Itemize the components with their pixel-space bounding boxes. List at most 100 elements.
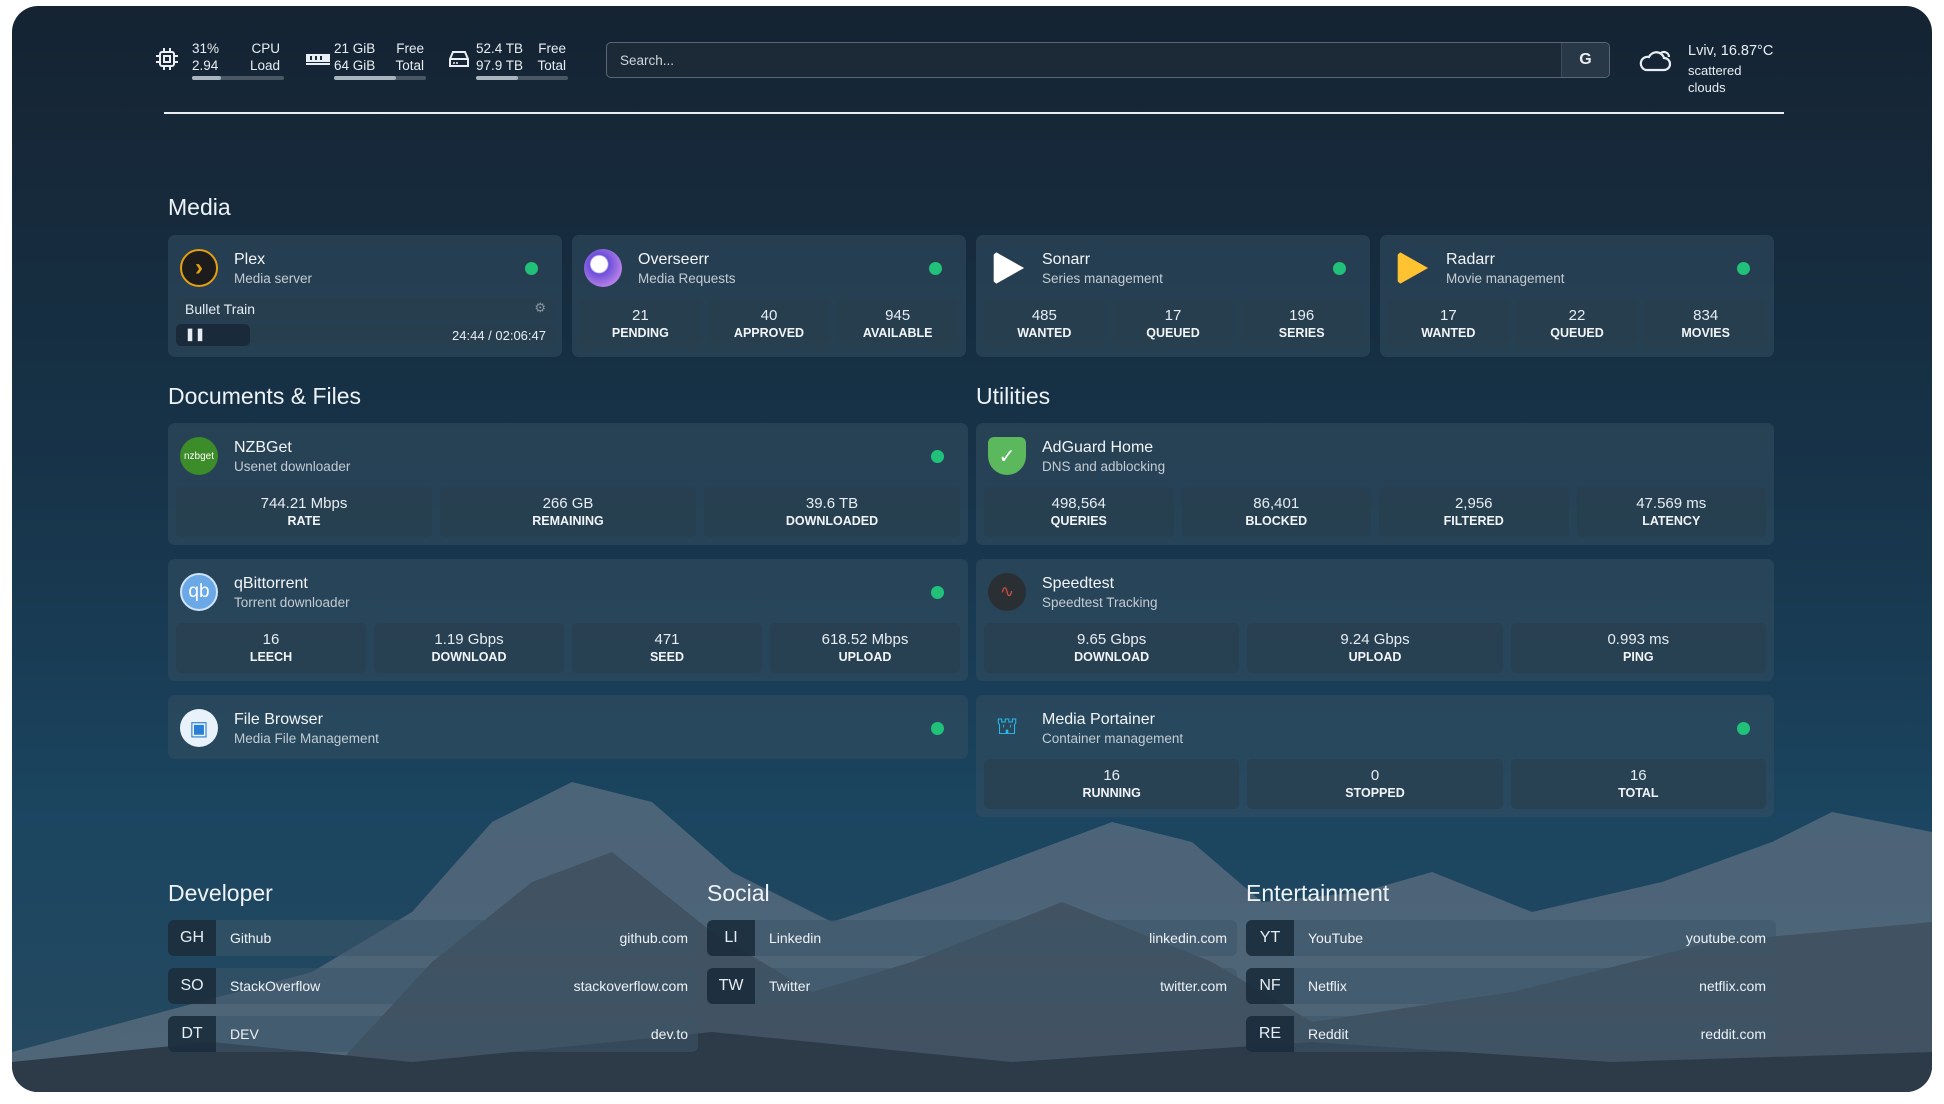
stat-label: RUNNING	[1082, 786, 1141, 800]
link-youtube[interactable]: YT YouTube youtube.com	[1246, 920, 1776, 956]
memory-stat: 21 GiB 64 GiB Free Total	[334, 40, 424, 74]
link-reddit[interactable]: RE Reddit reddit.com	[1246, 1016, 1776, 1052]
card-subtitle: Media File Management	[234, 731, 379, 746]
link-stackoverflow[interactable]: SO StackOverflow stackoverflow.com	[168, 968, 698, 1004]
stat-value: 0	[1370, 767, 1380, 784]
stat-block: 86,401 BLOCKED	[1181, 487, 1371, 537]
total-label: Total	[537, 58, 566, 73]
status-dot	[931, 450, 944, 463]
stat-value: 39.6 TB	[805, 495, 859, 512]
cpu-percent: 31%	[192, 41, 220, 56]
stat-label: BLOCKED	[1245, 514, 1308, 528]
stat-label: LATENCY	[1642, 514, 1701, 528]
stat-block: 196 SERIES	[1241, 299, 1363, 349]
card-subtitle: Usenet downloader	[234, 459, 351, 474]
stat-value: 17	[1439, 307, 1457, 324]
speedtest-pulse-icon: ∿	[988, 573, 1026, 611]
stat-block: 0.993 ms PING	[1510, 623, 1766, 673]
stat-label: TOTAL	[1618, 786, 1659, 800]
load-label: Load	[249, 58, 280, 73]
stat-value: 22	[1568, 307, 1586, 324]
card-title: Media Portainer	[1042, 711, 1155, 728]
card-title: NZBGet	[234, 439, 292, 456]
nzbget-icon: nzbget	[180, 437, 218, 475]
nzbget-card[interactable]: nzbget NZBGet Usenet downloader 744.21 Mbps…	[168, 423, 968, 545]
stat-value: 16	[1103, 767, 1120, 784]
stat-value: 266 GB	[542, 495, 594, 512]
qbittorrent-card[interactable]: qb qBittorrent Torrent downloader 16 LEECH 1.…	[168, 559, 968, 681]
memory-free: 21 GiB	[334, 41, 376, 56]
settings-icon[interactable]: ⚙	[534, 300, 546, 315]
stat-block: 618.52 Mbps UPLOAD	[770, 623, 960, 673]
memory-bar	[334, 76, 426, 80]
card-subtitle: Container management	[1042, 731, 1184, 746]
stat-block: 22 QUEUED	[1516, 299, 1638, 349]
status-dot	[929, 262, 942, 275]
disk-total: 97.9 TB	[476, 58, 524, 73]
link-url: stackoverflow.com	[573, 978, 688, 994]
search-bar: G	[606, 42, 1610, 78]
link-url: dev.to	[650, 1026, 688, 1042]
stats-row: 21 PENDING 40 APPROVED 945 AVAILABLE	[580, 299, 959, 349]
stat-label: RATE	[287, 514, 321, 528]
link-abbreviation: TW	[707, 968, 755, 1004]
filebrowser-card[interactable]: ▣ File Browser Media File Management	[168, 695, 968, 759]
stat-block: 17 QUEUED	[1112, 299, 1234, 349]
free-label: Free	[538, 41, 566, 56]
stat-label: UPLOAD	[838, 650, 892, 664]
link-abbreviation: SO	[168, 968, 216, 1004]
status-dot	[1737, 722, 1750, 735]
stat-value: 21	[631, 307, 649, 324]
link-name: Twitter	[769, 978, 811, 994]
now-playing-title: Bullet Train	[185, 301, 256, 317]
link-github[interactable]: GH Github github.com	[168, 920, 698, 956]
pause-icon[interactable]: ❚❚	[185, 327, 206, 341]
stat-value: 16	[262, 631, 280, 648]
link-twitter[interactable]: TW Twitter twitter.com	[707, 968, 1237, 1004]
section-utilities: Utilities	[976, 383, 1051, 409]
card-title: Radarr	[1446, 251, 1495, 268]
status-dot	[931, 586, 944, 599]
stat-block: 16 LEECH	[176, 623, 366, 673]
speedtest-card[interactable]: ∿ Speedtest Speedtest Tracking 9.65 Gbps DOW…	[976, 559, 1774, 681]
stat-value: 9.24 Gbps	[1340, 631, 1410, 648]
radarr-card[interactable]: Radarr Movie management 17 WANTED 22 QUEUED 83…	[1380, 235, 1774, 357]
link-abbreviation: LI	[707, 920, 755, 956]
link-abbreviation: DT	[168, 1016, 216, 1052]
link-netflix[interactable]: NF Netflix netflix.com	[1246, 968, 1776, 1004]
link-abbreviation: GH	[168, 920, 216, 956]
sonarr-card[interactable]: Sonarr Series management 485 WANTED 17 QUEUED…	[976, 235, 1370, 357]
stat-label: SERIES	[1278, 326, 1325, 340]
sonarr-icon	[993, 250, 1025, 286]
overseerr-card[interactable]: Overseerr Media Requests 21 PENDING 40 APPROV…	[572, 235, 966, 357]
card-title: qBittorrent	[234, 575, 308, 592]
link-dev[interactable]: DT DEV dev.to	[168, 1016, 698, 1052]
card-title: File Browser	[234, 711, 323, 728]
card-title: Overseerr	[638, 251, 710, 268]
search-input[interactable]	[607, 52, 1561, 68]
plex-card[interactable]: › Plex Media server Bullet Train ⚙ ❚❚ 24…	[168, 235, 562, 357]
link-name: StackOverflow	[230, 978, 321, 994]
stats-row: 17 WANTED 22 QUEUED 834 MOVIES	[1388, 299, 1767, 349]
stat-block: 498,564 QUERIES	[984, 487, 1174, 537]
stat-label: STOPPED	[1345, 786, 1405, 800]
section-entertainment: Entertainment	[1246, 880, 1390, 906]
stat-block: 17 WANTED	[1388, 299, 1509, 349]
portainer-card[interactable]: ⛫ Media Portainer Container management 16 RU…	[976, 695, 1774, 817]
adguard-card[interactable]: ✓ AdGuard Home DNS and adblocking 498,564 QU…	[976, 423, 1774, 545]
card-subtitle: Speedtest Tracking	[1042, 595, 1158, 610]
stat-value: 1.19 Gbps	[434, 631, 504, 648]
section-developer: Developer	[168, 880, 273, 906]
stat-block: 834 MOVIES	[1645, 299, 1767, 349]
qbittorrent-icon: qb	[180, 573, 218, 611]
link-abbreviation: NF	[1246, 968, 1294, 1004]
stat-value: 17	[1164, 307, 1182, 324]
link-name: Reddit	[1308, 1026, 1349, 1042]
top-bar: 31% 2.94 CPU Load 21 GiB 64 GiB Free Tot…	[156, 36, 1776, 95]
link-linkedin[interactable]: LI Linkedin linkedin.com	[707, 920, 1237, 956]
playback-progress[interactable]: ❚❚ 24:44 / 02:06:47	[176, 324, 554, 346]
stat-value: 744.21 Mbps	[260, 495, 348, 512]
stat-block: 2,956 FILTERED	[1379, 487, 1569, 537]
stat-block: 47.569 ms LATENCY	[1576, 487, 1766, 537]
google-search-button[interactable]: G	[1561, 43, 1609, 77]
